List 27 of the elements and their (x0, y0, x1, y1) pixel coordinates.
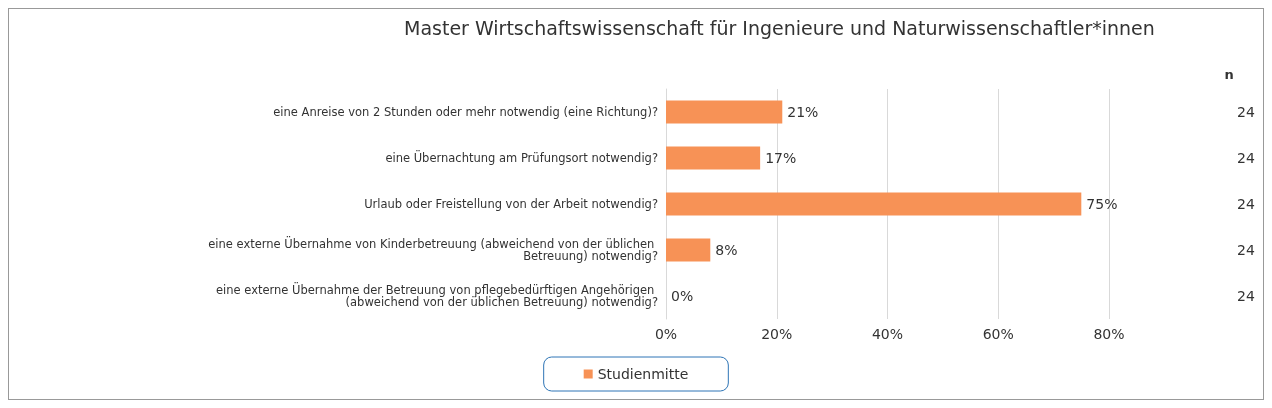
text: 24 (1237, 196, 1255, 212)
x-tick-label: 60% (982, 326, 1014, 342)
data-label: 75% (1086, 196, 1118, 212)
data-label: 0% (671, 288, 694, 304)
y-tick-label: eine Anreise von 2 Stunden oder mehr notwendig (eine Richtung)? (273, 105, 658, 119)
y-tick-label: eine Übernachtung am Prüfungsort notwendig? (385, 149, 658, 165)
text: 24 (1237, 150, 1255, 166)
bar (666, 100, 783, 124)
data-label: 8% (715, 242, 738, 258)
y-tick-label: eine externe Übernahme von Kinderbetreuung (abweichend von der üblichen Betreuung) notwendig? (208, 235, 658, 263)
text: 24 (1237, 242, 1255, 258)
y-tick-label: Urlaub oder Freistellung von der Arbeit notwendig? (364, 197, 658, 211)
x-tick-label: 40% (871, 326, 904, 342)
bar (666, 192, 1082, 216)
data-label: 17% (765, 150, 797, 166)
text: 24 (1237, 288, 1255, 304)
x-tick-label: 0% (654, 326, 678, 342)
chart-title: Master Wirtschaftswissenschaft für Ingenieure und Naturwissenschaftler*innen (404, 16, 1155, 39)
bar (666, 146, 761, 170)
text: 24 (1237, 104, 1255, 120)
legend-label: Studienmitte (597, 366, 689, 382)
x-tick-label: 80% (1093, 326, 1125, 342)
data-label: 21% (787, 104, 819, 120)
y-tick-label: eine externe Übernahme der Betreuung von pflegebedürftigen Angehörigen (abweichend von der üblichen Betreuung) notwendig? (215, 281, 658, 309)
bar (666, 238, 711, 262)
text: n (1224, 67, 1234, 82)
x-tick-label: 20% (761, 326, 793, 342)
